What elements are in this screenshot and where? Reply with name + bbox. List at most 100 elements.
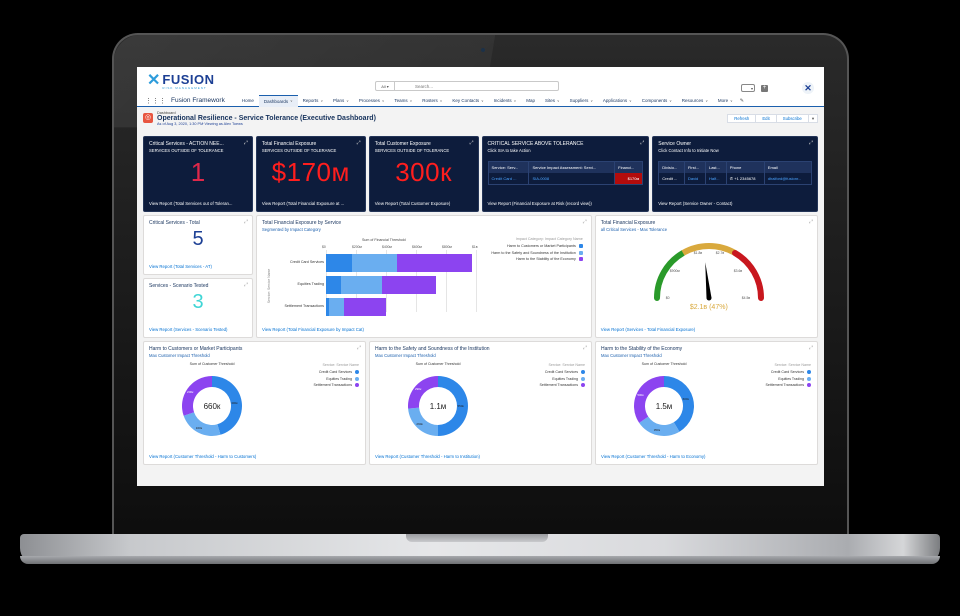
view-report-link[interactable]: View Report (Customer Threshold - Harm t…: [375, 454, 480, 459]
edit-button[interactable]: Edit: [755, 114, 777, 123]
bar-segment[interactable]: [381, 276, 436, 294]
chevron-down-icon[interactable]: ∨: [705, 98, 708, 103]
stacked-bar[interactable]: [326, 254, 472, 272]
column-header[interactable]: Divisio...: [658, 161, 685, 173]
expand-icon[interactable]: ⤢: [356, 140, 361, 146]
column-header[interactable]: First...: [684, 161, 706, 173]
chevron-down-icon[interactable]: ∨: [346, 98, 349, 103]
phone-cell[interactable]: ✆ +1 2345678: [726, 173, 765, 185]
nav-item-home[interactable]: Home: [237, 95, 259, 107]
donut-segment[interactable]: [639, 416, 680, 436]
legend-item[interactable]: Settlement Transactions: [313, 383, 359, 388]
view-report-link[interactable]: View Report (Total Financial Exposure at…: [261, 201, 345, 206]
nav-item-dashboards[interactable]: Dashboards ∨: [258, 94, 298, 107]
expand-icon[interactable]: ⤢: [809, 140, 814, 146]
expand-icon[interactable]: ⤢: [808, 219, 813, 225]
bar-segment[interactable]: [326, 254, 352, 272]
search-scope-select[interactable]: All ▾: [375, 81, 395, 91]
column-header[interactable]: Email: [764, 161, 813, 173]
nav-item-reports[interactable]: Reports ∨: [298, 95, 328, 107]
chevron-down-icon[interactable]: ∨: [381, 98, 385, 103]
view-report-link[interactable]: View Report (Services - Scenario Tested): [149, 327, 228, 332]
subscribe-button[interactable]: Subscribe: [775, 114, 809, 123]
column-header[interactable]: Service Impact Assessment: Servi...: [528, 161, 616, 173]
expand-icon[interactable]: ⤢: [243, 282, 248, 288]
legend-item[interactable]: Harm to the Safety and Soundness of the …: [491, 250, 583, 255]
legend-item[interactable]: Harm to Customers or Market Participants: [491, 244, 583, 248]
chevron-down-icon[interactable]: ∨: [439, 98, 443, 103]
fusion-logo[interactable]: ✕ FUSION RISK MANAGEMENT: [147, 73, 215, 90]
service-link[interactable]: Credit Card ...: [488, 173, 530, 185]
global-actions-icon[interactable]: +: [761, 84, 768, 92]
nav-item-sites[interactable]: Sites ∨: [540, 95, 565, 107]
stacked-bar[interactable]: [326, 298, 386, 316]
bar-segment[interactable]: [326, 276, 341, 294]
edit-nav-icon[interactable]: ✎: [739, 97, 744, 104]
expand-icon[interactable]: ⤢: [243, 140, 248, 146]
first-name-link[interactable]: David: [684, 173, 706, 185]
legend-item[interactable]: Equities Trading: [313, 376, 359, 381]
nav-item-teams[interactable]: Teams ∨: [389, 95, 417, 107]
expand-icon[interactable]: ⤢: [582, 219, 587, 225]
donut-segment[interactable]: [183, 412, 221, 436]
view-report-link[interactable]: View Report (Service Owner - Contact): [658, 201, 733, 206]
bar-segment[interactable]: [329, 298, 344, 316]
chevron-down-icon[interactable]: ∨: [409, 98, 413, 103]
bar-segment[interactable]: [396, 254, 472, 272]
column-header[interactable]: Last...: [705, 161, 727, 173]
view-report-link[interactable]: View Report (Total Services out of Toler…: [149, 201, 233, 206]
search-input[interactable]: Search...: [395, 81, 559, 91]
nav-item-key-contacts[interactable]: Key Contacts ∨: [447, 95, 488, 107]
nav-item-rosters[interactable]: Rosters ∨: [417, 95, 447, 107]
expand-icon[interactable]: ⤢: [582, 345, 587, 351]
bar-segment[interactable]: [341, 276, 382, 294]
chevron-down-icon[interactable]: ∨: [629, 98, 632, 103]
nav-item-incidents[interactable]: Incidents ∨: [489, 95, 522, 107]
view-report-link[interactable]: View Report (Total Financial Exposure by…: [262, 327, 364, 332]
donut-segment[interactable]: [408, 407, 438, 436]
legend-item[interactable]: Credit Card Services: [765, 370, 811, 374]
email-link[interactable]: dhalford@fusionr...: [764, 173, 813, 185]
chevron-down-icon[interactable]: ∨: [290, 99, 293, 103]
view-report-link[interactable]: View Report (Total Services - AT): [149, 264, 212, 269]
column-header[interactable]: Phone: [726, 161, 765, 173]
nav-item-plans[interactable]: Plans ∨: [328, 95, 354, 107]
column-header[interactable]: Service: Serv...: [488, 161, 530, 173]
view-report-link[interactable]: View Report (Customer Threshold - Harm t…: [149, 454, 257, 459]
view-report-link[interactable]: View Report (Total Customer Exposure): [374, 201, 451, 206]
expand-icon[interactable]: ⤢: [243, 219, 248, 225]
view-report-link[interactable]: View Report (Services - Total Financial …: [600, 327, 696, 332]
chevron-down-icon[interactable]: ∨: [669, 98, 672, 103]
nav-item-resources[interactable]: Resources ∨: [677, 95, 713, 107]
donut-segment[interactable]: [408, 376, 438, 409]
legend-item[interactable]: Settlement Transactions: [765, 383, 811, 388]
legend-item[interactable]: Harm to the Stability of the Economy: [491, 257, 583, 262]
more-actions-button[interactable]: ▾: [807, 114, 818, 123]
column-header[interactable]: Financi...: [614, 161, 644, 173]
chevron-down-icon[interactable]: ∨: [513, 98, 517, 103]
legend-item[interactable]: Equities Trading: [539, 376, 585, 381]
nav-item-components[interactable]: Components ∨: [637, 95, 677, 107]
app-launcher-icon[interactable]: ⋮⋮⋮: [145, 97, 166, 105]
donut-segment[interactable]: [634, 376, 664, 423]
expand-icon[interactable]: ⤢: [356, 345, 361, 351]
bar-segment[interactable]: [326, 298, 329, 316]
nav-item-map[interactable]: Map: [521, 95, 540, 107]
view-report-link[interactable]: View Report (Customer Threshold - Harm t…: [601, 454, 706, 459]
expand-icon[interactable]: ⤢: [469, 140, 474, 146]
nav-item-more[interactable]: More ∨: [713, 95, 738, 107]
expand-icon[interactable]: ⤢: [808, 345, 813, 351]
chevron-down-icon[interactable]: ∨: [590, 98, 593, 103]
bar-segment[interactable]: [344, 298, 386, 316]
user-avatar[interactable]: ✕: [802, 82, 814, 94]
nav-item-processes[interactable]: Processes ∨: [354, 95, 390, 107]
chevron-down-icon[interactable]: ∨: [320, 98, 323, 103]
expand-icon[interactable]: ⤢: [640, 140, 645, 146]
view-report-link[interactable]: View Report (Financial Exposure at Risk …: [487, 201, 592, 206]
last-name-link[interactable]: Half...: [705, 173, 727, 185]
donut-segment[interactable]: [664, 376, 694, 432]
legend-item[interactable]: Settlement Transactions: [539, 383, 585, 388]
legend-item[interactable]: Credit Card Services: [539, 370, 585, 374]
donut-segment[interactable]: [438, 376, 468, 436]
nav-item-suppliers[interactable]: Suppliers ∨: [565, 95, 598, 107]
